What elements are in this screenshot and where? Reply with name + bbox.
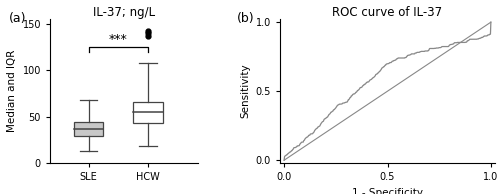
Text: (a): (a) — [8, 12, 26, 25]
Title: IL-37; ng/L: IL-37; ng/L — [93, 6, 155, 19]
Y-axis label: Median and IQR: Median and IQR — [7, 50, 17, 132]
Text: ***: *** — [109, 33, 128, 46]
Bar — [74, 122, 104, 136]
X-axis label: 1 - Specificity: 1 - Specificity — [352, 188, 423, 194]
Y-axis label: Sensitivity: Sensitivity — [240, 64, 250, 119]
Text: (b): (b) — [237, 12, 254, 25]
Title: ROC curve of IL-37: ROC curve of IL-37 — [332, 6, 442, 19]
Bar — [133, 102, 162, 123]
